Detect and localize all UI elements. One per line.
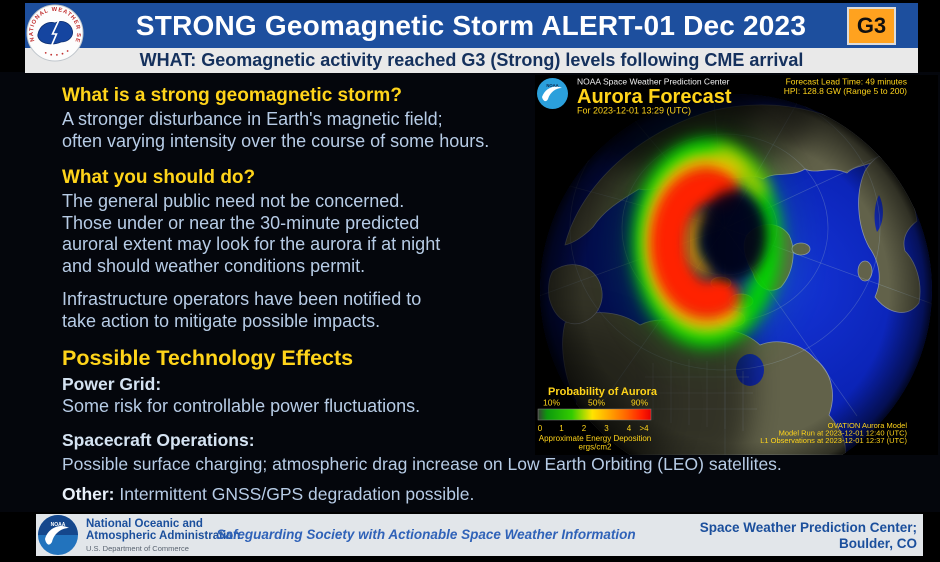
noaa-footer-logo-icon: NOAA (38, 515, 78, 555)
map-agency-label: NOAA Space Weather Prediction Center (577, 77, 730, 87)
svg-text:2: 2 (582, 424, 587, 433)
model-run-time: Model Run at 2023-12-01 12:40 (UTC) (779, 429, 908, 438)
text-line: Infrastructure operators have been notif… (62, 289, 422, 309)
forecast-lead-time: Forecast Lead Time: 49 minutes (786, 77, 907, 87)
seal-dots (44, 50, 69, 56)
section-heading-tech-effects: Possible Technology Effects (62, 346, 354, 370)
svg-text:4: 4 (627, 424, 632, 433)
spacecraft-label: Spacecraft Operations: (62, 430, 255, 450)
legend-pct-high: 90% (631, 398, 648, 408)
power-grid-label: Power Grid: (62, 374, 162, 394)
svg-text:3: 3 (604, 424, 609, 433)
what-is-text: A stronger disturbance in Earth's magnet… (62, 108, 489, 152)
section-heading-what-is: What is a strong geomagnetic storm? (62, 85, 402, 106)
svg-text:0: 0 (538, 424, 543, 433)
legend-caption: Approximate Energy Deposition (539, 434, 652, 443)
power-grid-text: Some risk for controllable power fluctua… (62, 396, 421, 416)
other-label: Other: (62, 484, 115, 504)
globe-rim-vignette (540, 94, 932, 486)
footer-tagline: Safeguarding Society with Actionable Spa… (216, 527, 636, 542)
footer-noaa-name-1: National Oceanic and (86, 518, 203, 530)
subheader-text: WHAT: Geomagnetic activity reached G3 (S… (139, 50, 804, 70)
legend-units: ergs/cm2 (579, 443, 612, 452)
footer-bar: NOAA National Oceanic and Atmospheric Ad… (36, 514, 923, 556)
text-line: and should weather conditions permit. (62, 255, 366, 276)
footer-org-line-1: Space Weather Prediction Center; (699, 520, 917, 535)
hpi-value: HPI: 128.8 GW (Range 5 to 200) (784, 86, 907, 96)
legend-pct-low: 10% (543, 398, 560, 408)
nws-cloud-graphic (37, 21, 73, 45)
footer-org-line-2: Boulder, CO (838, 536, 917, 551)
legend-title: Probability of Aurora (548, 386, 658, 398)
text-line: auroral extent may look for the aurora i… (62, 234, 441, 254)
header-bar: STRONG Geomagnetic Storm ALERT-01 Dec 20… (25, 3, 918, 50)
text-line: often varying intensity over the course … (62, 131, 490, 151)
svg-text:>4: >4 (639, 424, 649, 433)
model-info: OVATION Aurora Model Model Run at 2023-1… (760, 421, 907, 445)
legend-pct-mid: 50% (588, 398, 605, 408)
text-line: Those under or near the 30-minute predic… (62, 212, 420, 233)
text-line: The general public need not be concerned… (62, 191, 405, 211)
g3-scale-badge: G3 (847, 6, 896, 45)
l1-observation-time: L1 Observations at 2023-12-01 12:37 (UTC… (760, 436, 907, 445)
legend-gradient-bar (537, 408, 652, 421)
page-title: STRONG Geomagnetic Storm ALERT-01 Dec 20… (135, 9, 807, 41)
text-line: A stronger disturbance in Earth's magnet… (62, 109, 443, 129)
footer-dept: U.S. Department of Commerce (86, 544, 189, 553)
nws-logo-icon: NATIONAL WEATHER SERVICE (26, 4, 84, 62)
globe (540, 94, 932, 486)
section-heading-what-to-do: What you should do? (62, 167, 256, 188)
text-line: take action to mitigate possible impacts… (62, 310, 381, 331)
map-title: Aurora Forecast (577, 86, 732, 108)
infrastructure-text: Infrastructure operators have been notif… (62, 289, 421, 332)
noaa-logo-icon: NOAA (537, 78, 568, 109)
map-datetime: For 2023-12-01 13:29 (UTC) (577, 106, 691, 116)
svg-text:NOAA: NOAA (546, 83, 558, 88)
other-text: Intermittent GNSS/GPS degradation possib… (114, 484, 475, 504)
footer-org: Space Weather Prediction Center; Boulder… (700, 520, 917, 552)
aurora-forecast-map: NOAA NOAA Space Weather Prediction Cente… (535, 75, 938, 486)
legend-ticks: 0 1 2 3 4 >4 (538, 424, 649, 433)
svg-text:NOAA: NOAA (51, 522, 66, 528)
model-name: OVATION Aurora Model (828, 421, 908, 430)
svg-text:1: 1 (559, 424, 564, 433)
probability-legend: Probability of Aurora 10% 50% 90% 0 1 2 … (537, 386, 658, 452)
what-to-do-text: The general public need not be concerned… (62, 191, 440, 277)
footer-noaa-name-2: Atmospheric Administration (86, 530, 241, 542)
other-effects-line: Other: Intermittent GNSS/GPS degradation… (62, 484, 474, 505)
lightning-bolt-icon (49, 19, 60, 49)
spacecraft-text: Possible surface charging; atmospheric d… (62, 454, 782, 474)
subheader-bar: WHAT: Geomagnetic activity reached G3 (S… (25, 48, 918, 73)
